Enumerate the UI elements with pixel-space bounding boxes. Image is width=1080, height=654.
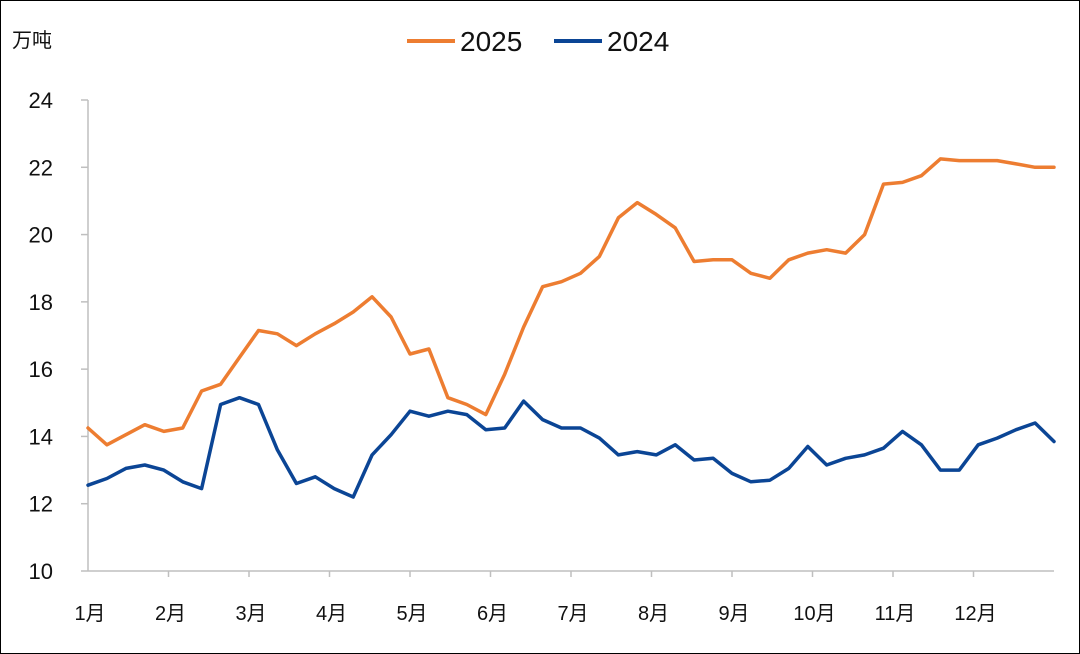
x-tick-label: 2月 [155, 603, 186, 625]
y-tick-label: 24 [29, 88, 53, 113]
x-tick-label: 7月 [557, 603, 588, 625]
y-tick-label: 22 [29, 155, 53, 180]
x-tick-label: 4月 [316, 603, 347, 625]
x-tick-label: 10月 [793, 603, 835, 625]
x-tick-label: 12月 [954, 603, 996, 625]
y-tick-label: 20 [29, 223, 53, 248]
series-layer [86, 157, 1056, 499]
x-tick-label: 9月 [718, 603, 749, 625]
x-tick-label: 3月 [235, 603, 266, 625]
x-tick-label: 6月 [477, 603, 508, 625]
legend-label-2025: 2025 [460, 26, 522, 57]
y-tick-label: 12 [29, 492, 53, 517]
y-tick-label: 16 [29, 357, 53, 382]
y-unit-label: 万吨 [12, 29, 52, 52]
y-tick-label: 10 [29, 559, 53, 584]
series-line-2024 [86, 395, 1056, 499]
y-tick-label: 18 [29, 290, 53, 315]
legend: 2025 2024 [407, 26, 669, 57]
x-tick-label: 11月 [875, 603, 916, 625]
x-tick-label: 5月 [396, 603, 427, 625]
y-axis: 24 22 20 18 16 14 12 10 [29, 88, 89, 584]
x-axis: 1月 2月 3月 4月 5月 6月 7月 8月 9月 10月 11月 12月 [74, 570, 1054, 625]
x-tick-label: 8月 [638, 603, 669, 625]
legend-label-2024: 2024 [607, 26, 669, 57]
series-line-2025 [86, 157, 1056, 447]
x-tick-label: 1月 [74, 603, 105, 625]
y-tick-label: 14 [29, 424, 53, 449]
